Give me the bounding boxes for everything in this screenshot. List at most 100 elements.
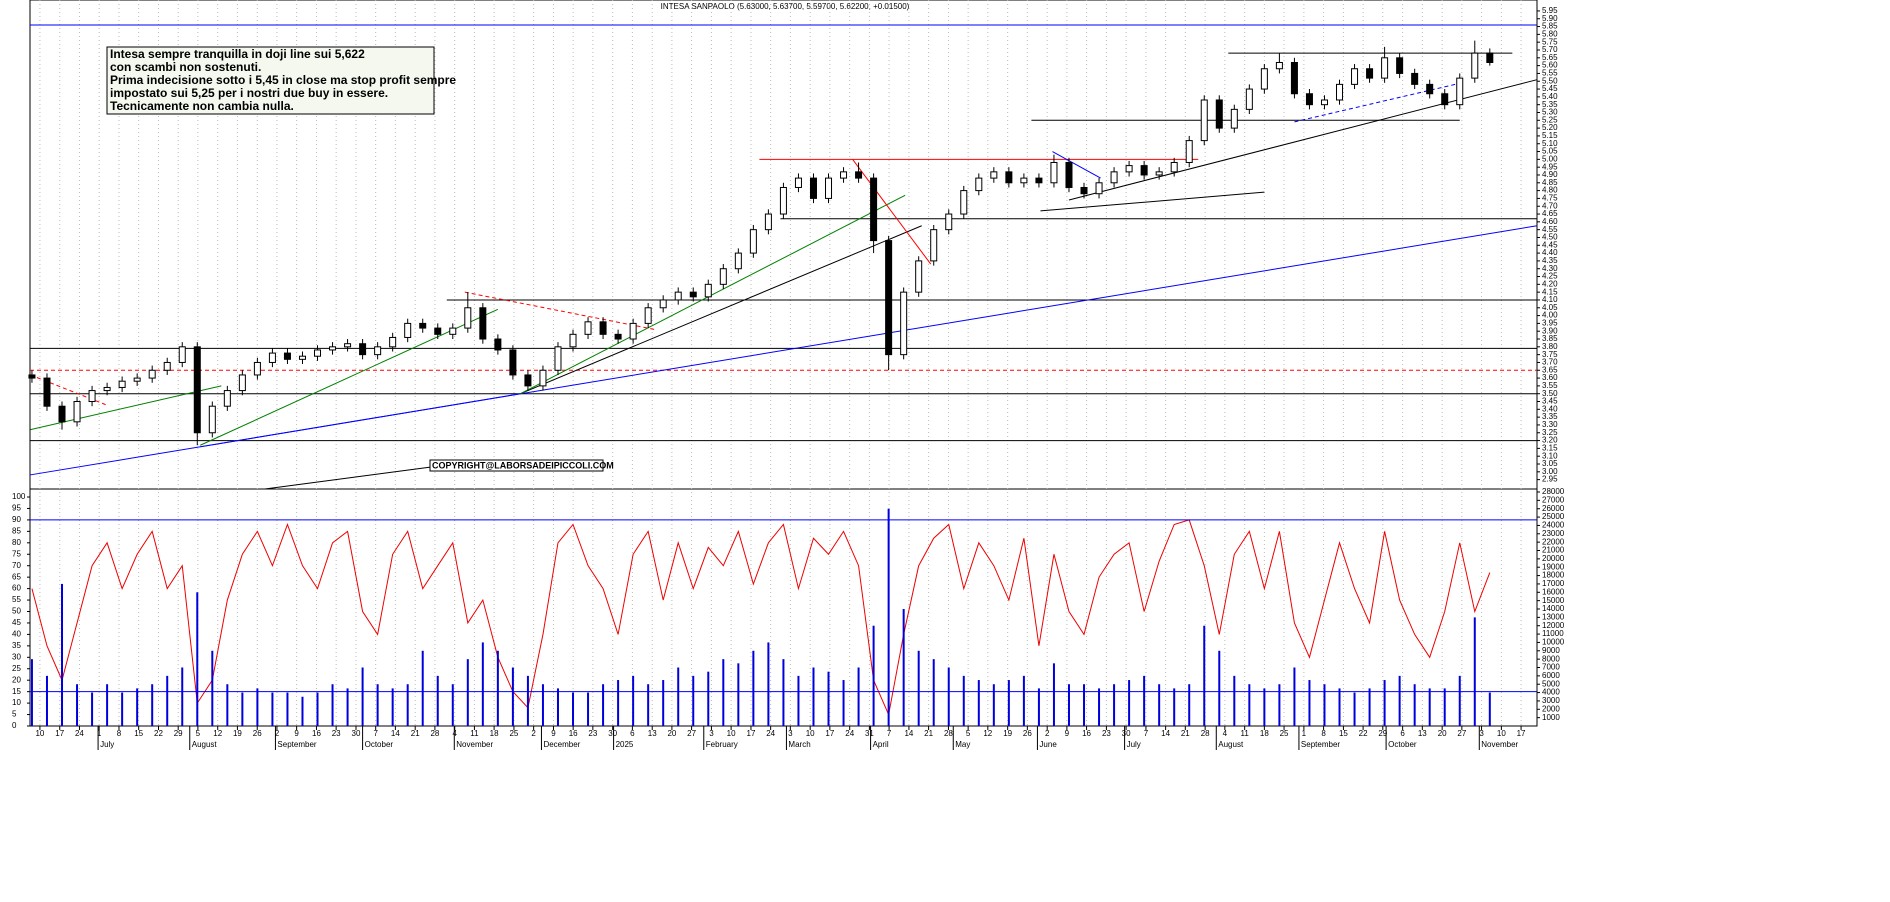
x-tick-label: 17 bbox=[55, 729, 64, 738]
volume-bar bbox=[316, 692, 319, 726]
y2-tick-label: 28000 bbox=[1542, 487, 1565, 496]
volume-bar bbox=[917, 650, 920, 726]
x-tick-label: 19 bbox=[1003, 729, 1012, 738]
month-label: June bbox=[1039, 740, 1057, 749]
volume-bar bbox=[992, 684, 995, 726]
candle-body bbox=[1215, 99, 1223, 129]
candle-body bbox=[1140, 165, 1148, 176]
candle-body bbox=[148, 369, 156, 379]
candle-body bbox=[253, 361, 261, 376]
volume-bar bbox=[587, 692, 590, 726]
candle-body bbox=[1290, 61, 1298, 95]
note-line: Prima indecisione sotto i 5,45 in close … bbox=[110, 73, 456, 87]
candle-body bbox=[314, 349, 322, 357]
trend-line bbox=[1068, 79, 1538, 201]
volume-bar bbox=[196, 592, 199, 726]
volume-bar bbox=[1398, 675, 1401, 726]
y-tick-label: 30 bbox=[12, 652, 21, 661]
y-tick-label: 3.20 bbox=[1542, 436, 1558, 445]
volume-bar bbox=[812, 667, 815, 726]
x-tick-label: 24 bbox=[75, 729, 84, 738]
candle-body bbox=[689, 291, 697, 298]
y-tick-label: 2.95 bbox=[1542, 475, 1558, 484]
candle-body bbox=[103, 386, 111, 392]
y-tick-label: 80 bbox=[12, 538, 21, 547]
volume-bar bbox=[647, 684, 650, 726]
x-tick-label: 2 bbox=[275, 729, 280, 738]
x-tick-label: 4 bbox=[1223, 729, 1228, 738]
x-tick-label: 28 bbox=[944, 729, 953, 738]
volume-bar bbox=[1248, 684, 1251, 726]
y-tick-label: 4.15 bbox=[1542, 287, 1558, 296]
candle-body bbox=[509, 349, 517, 376]
y2-tick-label: 11000 bbox=[1542, 629, 1564, 638]
candle-body bbox=[1185, 140, 1193, 163]
volume-bar bbox=[556, 688, 559, 726]
y2-tick-label: 10000 bbox=[1542, 638, 1565, 647]
candle-body bbox=[193, 346, 201, 434]
month-label: May bbox=[955, 740, 970, 749]
x-tick-label: 12 bbox=[983, 729, 992, 738]
candle-body bbox=[1336, 83, 1344, 101]
volume-bar bbox=[361, 667, 364, 726]
x-tick-label: 16 bbox=[312, 729, 321, 738]
volume-bar bbox=[632, 675, 635, 726]
volume-bar bbox=[872, 625, 875, 726]
candle-body bbox=[1020, 177, 1028, 184]
note-line: impostato sui 5,25 per i nostri due buy … bbox=[110, 86, 388, 100]
volume-bar bbox=[1353, 692, 1356, 726]
candle-body bbox=[1095, 182, 1103, 195]
y-tick-label: 5.00 bbox=[1542, 154, 1558, 163]
x-tick-label: 14 bbox=[904, 729, 913, 738]
volume-bar bbox=[1308, 680, 1311, 726]
candle-body bbox=[238, 374, 246, 392]
volume-bar bbox=[1083, 684, 1086, 726]
y-tick-label: 4.85 bbox=[1542, 178, 1558, 187]
x-tick-label: 18 bbox=[490, 729, 499, 738]
candle-body bbox=[419, 322, 427, 329]
y2-tick-label: 13000 bbox=[1542, 612, 1565, 621]
x-tick-label: 20 bbox=[1438, 729, 1447, 738]
candle-body bbox=[539, 369, 547, 387]
candle-body bbox=[298, 355, 306, 360]
candle-body bbox=[885, 240, 893, 356]
volume-bar bbox=[962, 675, 965, 726]
month-label: November bbox=[1481, 740, 1518, 749]
volume-bar bbox=[391, 688, 394, 726]
y-tick-label: 90 bbox=[12, 515, 21, 524]
candle-body bbox=[1320, 99, 1328, 106]
y-tick-label: 5.75 bbox=[1542, 37, 1558, 46]
volume-bar bbox=[1022, 675, 1025, 726]
x-tick-label: 19 bbox=[233, 729, 242, 738]
month-label: July bbox=[1127, 740, 1141, 749]
y-tick-label: 65 bbox=[12, 572, 21, 581]
volume-bar bbox=[1473, 617, 1476, 726]
y-tick-label: 5.05 bbox=[1542, 147, 1558, 156]
volume-bar bbox=[887, 508, 890, 726]
volume-bar bbox=[1368, 688, 1371, 726]
candle-body bbox=[494, 338, 502, 351]
y-tick-label: 5.95 bbox=[1542, 6, 1558, 15]
y-tick-label: 95 bbox=[12, 504, 21, 513]
volume-bar bbox=[1278, 684, 1281, 726]
volume-bar bbox=[1173, 688, 1176, 726]
x-tick-label: 17 bbox=[1517, 729, 1526, 738]
candle-body bbox=[1200, 99, 1208, 142]
candle-body bbox=[88, 390, 96, 403]
volume-bar bbox=[166, 675, 169, 726]
candle-body bbox=[1396, 57, 1404, 74]
month-label: March bbox=[788, 740, 810, 749]
x-tick-label: 16 bbox=[1082, 729, 1091, 738]
y2-tick-label: 9000 bbox=[1542, 646, 1560, 655]
candle-body bbox=[945, 213, 953, 231]
volume-bar bbox=[827, 671, 830, 726]
y-tick-label: 3.60 bbox=[1542, 373, 1558, 382]
x-tick-label: 2 bbox=[531, 729, 536, 738]
candle-body bbox=[223, 390, 231, 407]
y-tick-label: 4.75 bbox=[1542, 194, 1558, 203]
candle-body bbox=[1230, 108, 1238, 129]
x-tick-label: 8 bbox=[117, 729, 122, 738]
volume-bar bbox=[1158, 684, 1161, 726]
candle-body bbox=[1065, 161, 1073, 188]
volume-bar bbox=[211, 650, 214, 726]
